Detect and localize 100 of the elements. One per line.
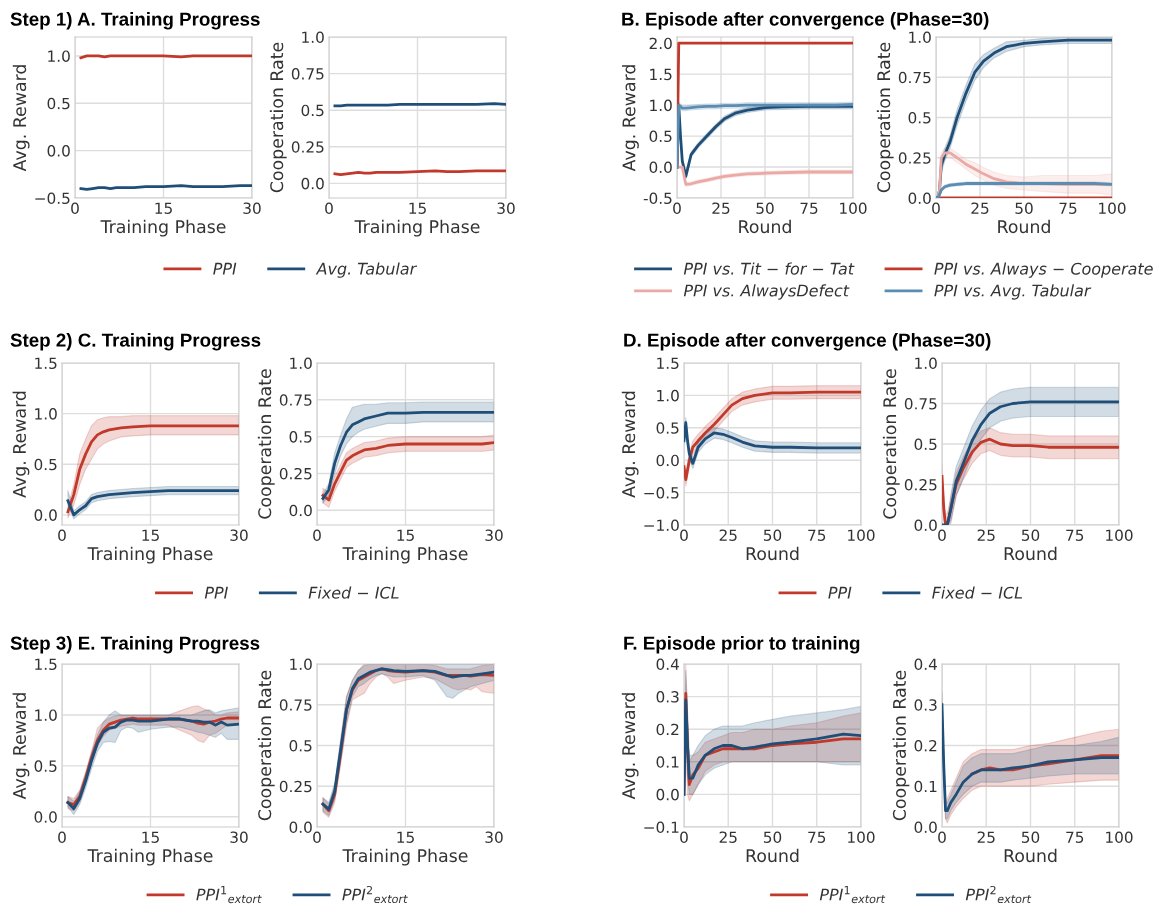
- y-tick-label: 0.75: [291, 68, 324, 80]
- x-tick-label: 0: [938, 831, 946, 843]
- y-tick-label: -0.5: [643, 192, 672, 205]
- y-axis-title: Cooperation Rate: [876, 42, 894, 193]
- legend-label: Fixed − ICL: [932, 586, 1023, 599]
- chart-title: Step 1) A. Training Progress: [10, 12, 260, 30]
- y-tick-label: 0.75: [898, 71, 931, 84]
- x-tick-label: 25: [719, 831, 737, 843]
- x-tick-label: 30: [243, 202, 261, 214]
- y-axis-title: Cooperation Rate: [257, 369, 275, 519]
- x-tick-label: 50: [1015, 202, 1033, 214]
- x-axis-title: Round: [998, 219, 1050, 234]
- y-axis-title: Avg. Reward: [621, 391, 639, 498]
- y-axis-title: Cooperation Rate: [882, 369, 900, 519]
- y-tick-label: 1.0: [35, 709, 57, 721]
- legend-label: PPI vs. Tit − for − Tat: [683, 262, 855, 275]
- x-tick-label: 25: [977, 831, 995, 843]
- y-tick-label: 0.25: [279, 780, 312, 793]
- y-tick-label: 0.4: [656, 658, 679, 671]
- chart-title: D. Episode after convergence (Phase=30): [624, 333, 991, 351]
- y-tick-label: 0.0: [649, 161, 672, 174]
- y-tick-label: 0.2: [656, 723, 679, 736]
- x-tick-label: 75: [1059, 202, 1077, 214]
- x-tick-label: 75: [800, 202, 818, 214]
- y-tick-label: 1.0: [35, 408, 57, 420]
- legend-label: PPI: [204, 586, 228, 599]
- x-tick-label: 25: [712, 202, 730, 214]
- y-tick-label: 0.0: [914, 519, 937, 532]
- y-tick-label: 0.25: [898, 152, 931, 164]
- y-tick-label: 0.0: [289, 821, 312, 834]
- y-tick-label: 0.25: [291, 141, 324, 153]
- x-tick-label: 0: [325, 202, 333, 214]
- legend-label: Fixed − ICL: [308, 586, 399, 599]
- legend-label: PPI$^{1}$$_{extort}$: [196, 886, 262, 904]
- y-axis-title: Cooperation Rate: [269, 42, 287, 193]
- x-tick-label: 30: [485, 831, 503, 843]
- x-axis-title: Training Phase: [87, 848, 213, 866]
- y-tick-label: 0.5: [47, 97, 70, 110]
- y-tick-label: 0.25: [279, 467, 312, 480]
- y-tick-label: 0.1: [656, 756, 679, 768]
- y-tick-label: 0.0: [34, 509, 57, 521]
- y-tick-label: 0.5: [914, 438, 937, 451]
- y-tick-label: 0.0: [301, 177, 324, 190]
- x-tick-label: 0: [680, 529, 688, 541]
- legend-label: PPI vs. Always − Cooperate: [934, 262, 1153, 278]
- x-tick-label: 30: [485, 529, 503, 541]
- x-tick-label: 100: [848, 831, 875, 843]
- y-tick-label: 0.0: [908, 192, 931, 205]
- x-tick-label: 30: [230, 529, 248, 541]
- legend-label: PPI$^{2}$$_{extort}$: [342, 885, 408, 904]
- legend-label: PPI: [828, 586, 852, 599]
- x-tick-label: 50: [763, 529, 782, 541]
- y-tick-label: 1.0: [290, 658, 312, 671]
- y-tick-label: 0.5: [908, 111, 931, 124]
- x-tick-label: 0: [313, 529, 321, 541]
- x-tick-label: 25: [977, 529, 995, 541]
- y-tick-label: 1.5: [650, 68, 672, 81]
- legend-label: Avg. Tabular: [315, 262, 417, 278]
- y-axis-title: Cooperation Rate: [892, 670, 910, 821]
- x-tick-label: 75: [808, 529, 826, 541]
- x-tick-label: 30: [230, 831, 248, 843]
- x-tick-label: 75: [1066, 529, 1084, 541]
- y-tick-label: 0.25: [904, 478, 937, 491]
- x-tick-label: 100: [1099, 202, 1126, 214]
- x-tick-label: 100: [1106, 831, 1133, 843]
- y-tick-label: 1.0: [909, 31, 931, 44]
- y-tick-label: −0.5: [35, 192, 70, 205]
- y-tick-label: 1.0: [48, 50, 70, 62]
- x-axis-title: Round: [746, 546, 799, 561]
- x-tick-label: 0: [58, 831, 66, 843]
- y-tick-label: 0.5: [301, 104, 324, 117]
- x-tick-label: 15: [397, 831, 414, 843]
- x-tick-label: 15: [142, 831, 159, 843]
- y-tick-label: 0.3: [914, 699, 937, 711]
- y-tick-label: 0.0: [656, 454, 679, 467]
- x-axis-title: Round: [739, 219, 791, 234]
- legend-label: PPI: [213, 262, 237, 275]
- x-tick-label: 75: [808, 831, 826, 843]
- y-axis-title: Avg. Reward: [12, 391, 30, 498]
- x-axis-title: Training Phase: [342, 546, 468, 564]
- y-tick-label: 0.0: [914, 821, 937, 834]
- legend-label: PPI$^{2}$$_{extort}$: [965, 885, 1032, 904]
- y-tick-label: 0.5: [34, 760, 57, 772]
- chart-title: Step 3) E. Training Progress: [10, 636, 260, 654]
- y-tick-label: 0.0: [656, 788, 679, 801]
- x-tick-label: 0: [71, 202, 79, 214]
- x-axis-title: Training Phase: [87, 546, 213, 564]
- x-axis-title: Round: [746, 848, 799, 863]
- x-axis-title: Training Phase: [100, 219, 226, 237]
- y-tick-label: 0.5: [289, 739, 312, 752]
- y-tick-label: 0.0: [47, 145, 70, 157]
- x-tick-label: 0: [58, 529, 66, 541]
- y-tick-label: 0.0: [289, 504, 312, 517]
- legend-label: PPI$^{1}$$_{extort}$: [819, 886, 886, 904]
- x-tick-label: 100: [840, 202, 867, 214]
- y-tick-label: 0.5: [649, 130, 672, 143]
- x-tick-label: 0: [932, 202, 940, 214]
- y-tick-label: 1.0: [650, 99, 672, 112]
- x-tick-label: 50: [1021, 831, 1040, 843]
- y-tick-label: 2.0: [649, 37, 672, 50]
